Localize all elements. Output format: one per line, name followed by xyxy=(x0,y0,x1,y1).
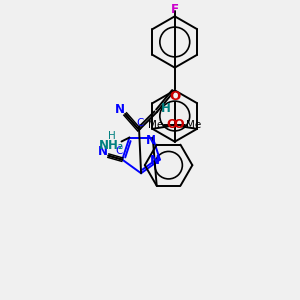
Text: N: N xyxy=(98,145,107,158)
Text: NH₂: NH₂ xyxy=(99,139,124,152)
Text: O: O xyxy=(173,118,184,131)
Text: N: N xyxy=(150,154,160,167)
Text: F: F xyxy=(171,3,179,16)
Text: Me: Me xyxy=(148,120,163,130)
Text: O: O xyxy=(166,118,177,131)
Text: N: N xyxy=(115,103,125,116)
Text: Me: Me xyxy=(186,120,202,130)
Text: C: C xyxy=(116,146,123,156)
Text: C: C xyxy=(136,118,144,128)
Text: H: H xyxy=(161,102,171,115)
Text: H: H xyxy=(108,130,116,141)
Text: O: O xyxy=(169,90,180,103)
Text: N: N xyxy=(146,134,156,147)
